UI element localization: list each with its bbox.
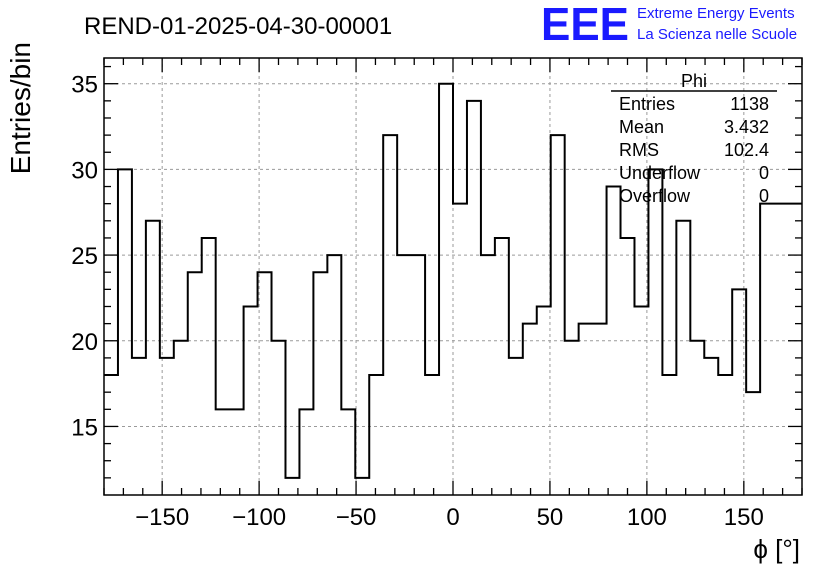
stats-label: Mean (619, 117, 664, 137)
stats-box: Phi Entries 1138 Mean 3.432 RMS 102.4 Underflo… (611, 71, 777, 206)
stats-title: Phi (681, 71, 707, 91)
stats-label: RMS (619, 140, 659, 160)
stats-value: 102.4 (724, 140, 769, 160)
y-axis-label: Entries/bin (5, 42, 36, 174)
eee-logo-line1: Extreme Energy Events (637, 5, 795, 22)
stats-value: 3.432 (724, 117, 769, 137)
y-tick-label: 35 (71, 72, 98, 99)
y-axis-tick-labels: 15 20 25 30 35 (71, 72, 98, 442)
stats-value: 0 (759, 163, 769, 183)
eee-logo-mark: EEE (541, 0, 629, 50)
x-axis-label: ϕ [°] (753, 534, 800, 564)
y-tick-label: 20 (71, 329, 98, 356)
y-tick-label: 15 (71, 414, 98, 441)
eee-logo: EEE Extreme Energy Events La Scienza nel… (541, 0, 797, 50)
y-tick-label: 25 (71, 243, 98, 270)
x-axis-ticks (103, 58, 803, 495)
x-tick-label: 50 (537, 504, 564, 531)
eee-logo-line2: La Scienza nelle Scuole (637, 26, 797, 43)
y-axis-ticks (104, 65, 802, 479)
x-tick-label: −50 (336, 504, 377, 531)
stats-label: Underflow (619, 163, 701, 183)
x-tick-label: 0 (446, 504, 459, 531)
stats-label: Entries (619, 94, 675, 114)
stats-value: 1138 (730, 94, 769, 114)
stats-label: Overflow (619, 186, 691, 206)
x-tick-label: −150 (135, 504, 189, 531)
x-tick-label: −100 (232, 504, 286, 531)
x-tick-label: 150 (724, 504, 764, 531)
chart-title: REND-01-2025-04-30-00001 (84, 13, 392, 40)
stats-value: 0 (759, 186, 769, 206)
x-axis-tick-labels: −150 −100 −50 0 50 100 150 (135, 504, 764, 531)
histogram-series (104, 82, 802, 479)
x-tick-label: 100 (627, 504, 667, 531)
y-tick-label: 30 (71, 157, 98, 184)
